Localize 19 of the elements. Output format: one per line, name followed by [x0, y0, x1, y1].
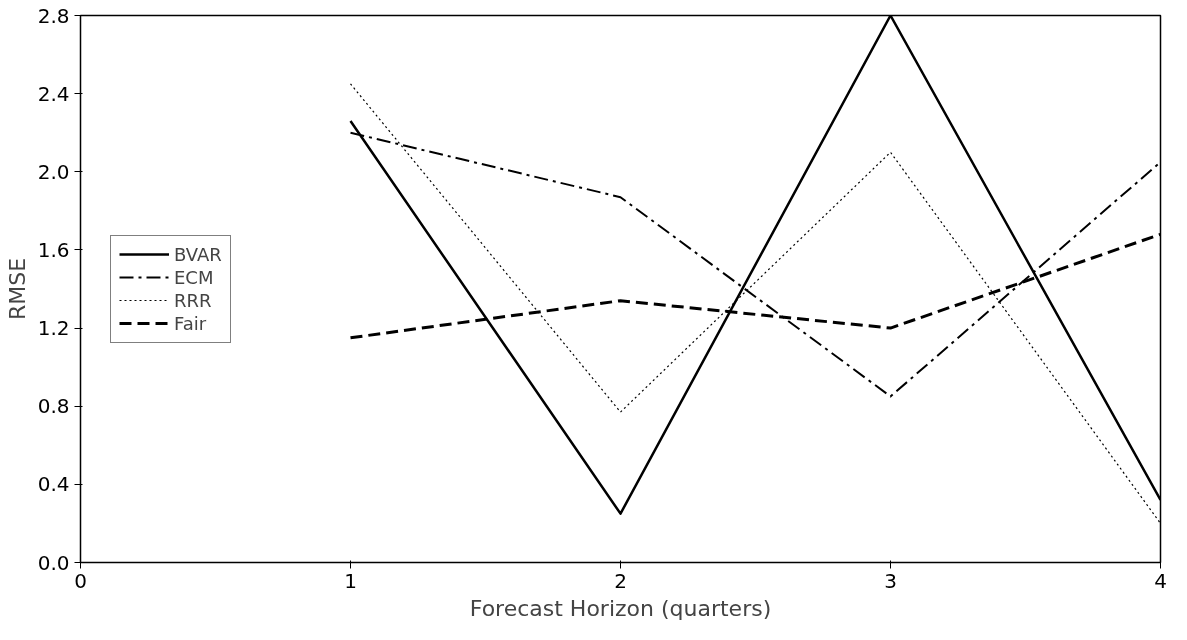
y-tick-label: 2.0 — [37, 159, 70, 184]
x-tick-label: 0 — [74, 568, 87, 593]
x-tick-label: 1 — [344, 568, 357, 593]
x-tick-label: 4 — [1154, 568, 1167, 593]
y-tick-label: 1.6 — [37, 237, 70, 262]
y-tick-label: 1.2 — [37, 316, 70, 341]
legend-label: ECM — [174, 266, 214, 288]
y-tick-label: 2.8 — [37, 3, 70, 28]
x-axis-title: Forecast Horizon (quarters) — [469, 595, 772, 621]
y-tick-label: 0.8 — [37, 394, 70, 419]
legend-label: BVAR — [174, 243, 222, 265]
y-axis-title: RMSE — [4, 257, 30, 321]
y-tick-label: 0.4 — [37, 472, 70, 497]
x-tick-label: 3 — [884, 568, 897, 593]
legend-label: Fair — [174, 312, 207, 334]
x-tick-label: 2 — [614, 568, 627, 593]
y-tick-label: 0.0 — [37, 550, 70, 575]
legend-label: RRR — [174, 289, 212, 311]
y-tick-label: 2.4 — [37, 81, 70, 106]
